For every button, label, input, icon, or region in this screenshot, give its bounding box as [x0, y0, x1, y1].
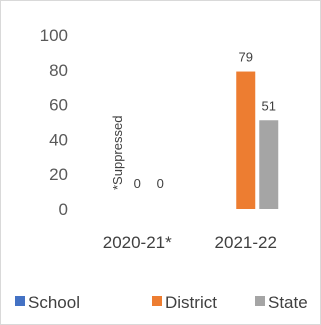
bar-district	[236, 71, 256, 209]
data-labels: 0 0 79 51	[134, 50, 276, 191]
legend-label-school: School	[28, 293, 80, 312]
legend: School District State	[15, 293, 308, 312]
data-label: 51	[262, 98, 276, 113]
y-tick-label: 40	[49, 130, 68, 149]
y-axis: 0 20 40 60 80 100	[40, 26, 68, 219]
y-tick-label: 80	[49, 61, 68, 80]
data-label: 79	[239, 50, 253, 65]
data-label: 0	[134, 176, 141, 191]
x-tick-label: 2021-22	[215, 233, 277, 252]
legend-label-state: State	[268, 293, 308, 312]
legend-swatch-state	[255, 296, 265, 306]
suppressed-note: *Suppressed	[110, 116, 125, 190]
y-tick-label: 60	[49, 96, 68, 115]
y-tick-label: 0	[59, 200, 68, 219]
legend-label-district: District	[165, 293, 217, 312]
x-axis: 2020-21* 2021-22	[103, 233, 277, 252]
x-tick-label: 2020-21*	[103, 233, 172, 252]
legend-swatch-district	[152, 296, 162, 306]
legend-swatch-school	[15, 296, 25, 306]
bars	[236, 71, 279, 209]
y-tick-label: 100	[40, 26, 68, 45]
data-label: 0	[157, 176, 164, 191]
y-tick-label: 20	[49, 165, 68, 184]
bar-state	[259, 120, 279, 209]
